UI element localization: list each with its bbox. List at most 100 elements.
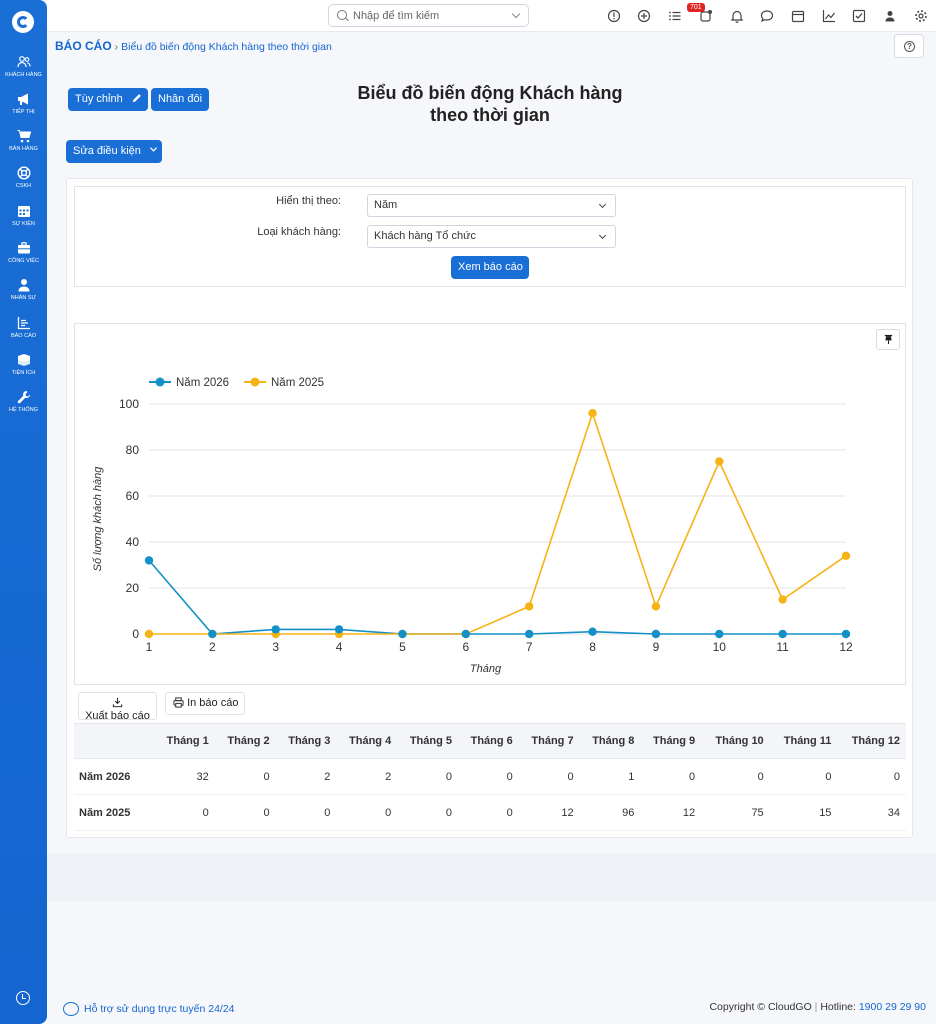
cart-icon [17,130,31,143]
export-report-label: Xuất báo cáo [85,710,150,722]
x-tick-label: 9 [653,640,660,654]
x-tick-label: 12 [839,640,853,654]
footer-separator: | [814,1001,818,1013]
y-tick-label: 20 [126,581,140,595]
checkbox-icon[interactable] [852,9,866,23]
sidebar-item-customer-care[interactable]: CSKH [0,166,47,189]
display-by-select[interactable]: Năm [367,194,616,217]
sidebar-item-label: NHÂN SỰ [10,295,37,301]
list-icon[interactable] [668,9,682,23]
data-point [841,551,851,560]
wrench-icon [17,391,30,404]
page-title: Biểu đồ biến động Khách hàng theo thời g… [300,82,680,126]
data-point [651,629,661,639]
sidebar-item-label: KHÁCH HÀNG [5,72,42,78]
row-label: Năm 2026 [74,758,154,795]
info-icon[interactable] [607,9,621,23]
pin-button[interactable] [876,329,900,350]
table-header-cell: Tháng 7 [518,723,580,759]
y-tick-label: 100 [119,397,139,411]
view-report-button[interactable]: Xem báo cáo [451,256,529,279]
sidebar-item-reports[interactable]: BÁO CÁO [0,316,47,339]
table-header-cell: Tháng 12 [837,723,906,759]
data-point [271,625,280,634]
gear-icon[interactable] [914,9,928,23]
x-tick-label: 8 [589,640,596,654]
sidebar-item-sales[interactable]: BÁN HÀNG [0,129,47,152]
export-report-button[interactable]: Xuất báo cáo [78,692,157,722]
table-cell: 0 [275,794,337,831]
sidebar-item-utilities[interactable]: TIỆN ÍCH [0,353,47,376]
table-cell: 0 [154,794,215,831]
data-point [715,629,724,639]
pin-icon [884,334,893,345]
footer-info: Copyright © CloudGO | Hotline: 1900 29 2… [709,1001,926,1013]
global-search[interactable] [328,4,529,27]
sidebar-item-label: TIẾP THỊ [12,109,35,115]
person-icon [18,279,29,292]
hotline-label: Hotline: [820,1001,856,1013]
support-link[interactable]: Hỗ trợ sử dụng trực tuyến 24/24 [63,1002,235,1016]
briefcase-icon [17,242,30,254]
customize-button[interactable]: Tùy chỉnh [68,88,148,111]
y-tick-label: 40 [126,535,140,549]
sidebar-item-label: HỆ THỐNG [9,407,38,413]
x-tick-label: 3 [272,640,279,654]
add-circle-icon[interactable] [637,9,651,23]
data-point [461,629,471,639]
sidebar-item-tasks[interactable]: CÔNG VIỆC [0,241,47,264]
sidebar-item-customers[interactable]: KHÁCH HÀNG [0,55,47,78]
table-cell: 0 [397,758,458,795]
bell-icon[interactable] [730,9,744,23]
table-header-cell: Tháng 5 [397,723,458,759]
data-point [778,629,787,639]
y-tick-label: 60 [126,489,140,503]
user-icon[interactable] [883,9,897,23]
chevron-down-icon [149,147,158,152]
legend-label: Năm 2026 [176,377,229,389]
help-button[interactable]: ? [894,34,924,58]
table-cell: 0 [837,758,906,795]
search-input[interactable] [353,8,503,24]
x-tick-label: 2 [209,640,216,654]
breadcrumb-root[interactable]: BÁO CÁO [55,39,112,53]
app-logo[interactable] [12,11,34,33]
table-header-cell: Tháng 6 [457,723,519,759]
x-tick-label: 11 [776,640,789,654]
sidebar-item-label: BÁN HÀNG [9,146,38,152]
hotline-number[interactable]: 1900 29 29 90 [858,1001,926,1013]
support-logo-icon [63,1002,79,1016]
x-tick-label: 6 [462,640,469,654]
table-header-cell: Tháng 2 [214,723,276,759]
calendar-icon[interactable] [791,9,805,23]
chevron-down-icon[interactable] [511,9,521,19]
table-header-cell: Tháng 8 [579,723,641,759]
megaphone-icon [17,93,28,105]
refresh-icon[interactable] [699,9,713,23]
download-icon [112,697,123,708]
print-report-button[interactable]: In báo cáo [165,692,245,715]
support-text: Hỗ trợ sử dụng trực tuyến 24/24 [84,1002,235,1015]
sidebar-item-label: BÁO CÁO [10,333,37,339]
content-footer-band [47,853,936,901]
table-cell: 75 [701,794,770,831]
customer-type-label: Loại khách hàng: [257,226,341,238]
sidebar-item-hr[interactable]: NHÂN SỰ [0,278,47,301]
edit-conditions-label: Sửa điều kiện [73,145,141,157]
duplicate-button[interactable]: Nhân đôi [151,88,210,111]
chart-container [74,323,906,685]
data-point [588,409,597,418]
table-cell: 34 [837,794,906,831]
edit-conditions-button[interactable]: Sửa điều kiện [66,140,162,163]
legend-marker [250,377,260,387]
help-icon: ? [904,41,915,52]
customer-type-select[interactable]: Khách hàng Tổ chức [367,225,616,248]
table-cell: 0 [701,758,770,795]
sidebar: KHÁCH HÀNG TIẾP THỊ BÁN HÀNG CSKH SỰ KIỆ… [0,0,47,1024]
history-icon[interactable] [16,991,30,1005]
sidebar-item-system[interactable]: HỆ THỐNG [0,390,47,413]
sidebar-item-marketing[interactable]: TIẾP THỊ [0,92,47,115]
sidebar-item-events[interactable]: SỰ KIỆN [0,204,47,227]
line-chart-icon[interactable] [822,9,836,23]
chat-icon[interactable] [760,9,774,23]
